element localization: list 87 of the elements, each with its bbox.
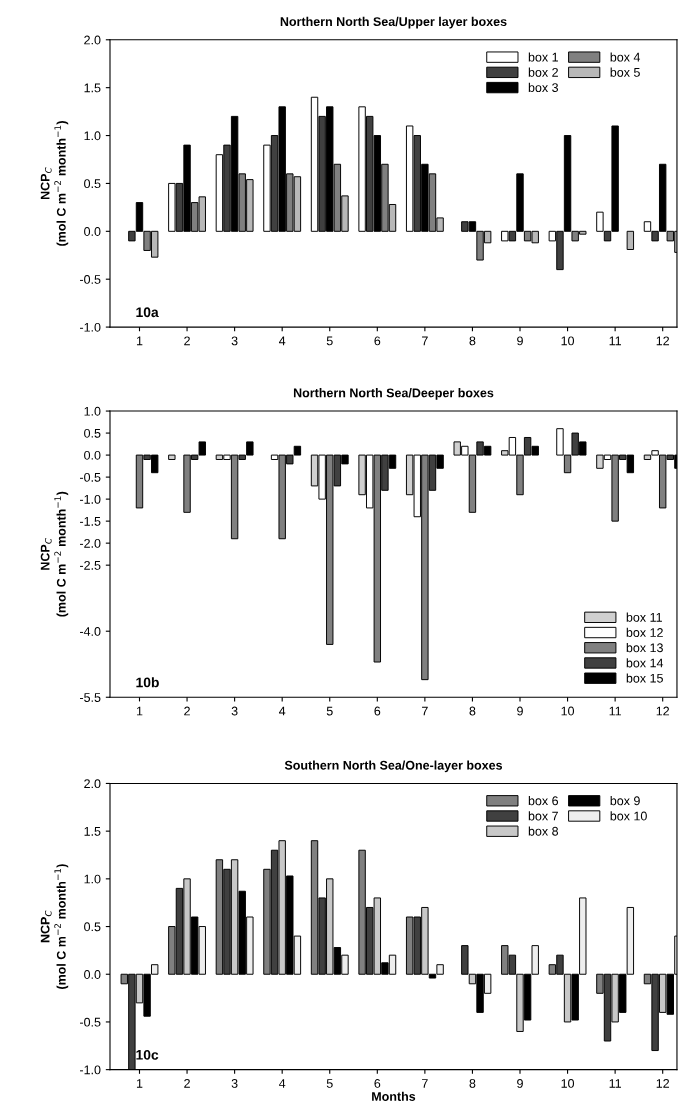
x-tick-label: 10 [561, 1079, 575, 1088]
x-tick-label: 9 [517, 336, 523, 346]
x-tick-label: 4 [278, 336, 286, 346]
y-tick-label: 2.0 [84, 35, 101, 45]
x-tick-label: 7 [422, 336, 428, 346]
y-tick-label: 0.0 [84, 450, 101, 460]
y-tick-label: 0.0 [84, 970, 101, 979]
y-tick-label: 1.0 [84, 406, 101, 416]
y-tick-label: -4.0 [79, 627, 101, 636]
x-tick-label: 2 [184, 336, 190, 346]
y-tick-label: -2.0 [79, 538, 101, 548]
legend-label: box 12 [626, 627, 663, 637]
y-tick-label: 0.5 [84, 428, 101, 438]
x-tick-label: 1 [136, 336, 143, 346]
annotation: 10c [136, 1049, 159, 1060]
legend-label: box 3 [528, 82, 559, 93]
annotation: 10b [136, 677, 159, 688]
x-tick-label: 9 [517, 1079, 523, 1088]
legend-label: box 9 [610, 796, 640, 806]
y-tick-label: 0.5 [84, 922, 101, 932]
y-tick-label: -1.0 [79, 322, 101, 332]
x-tick-label: 11 [609, 336, 622, 346]
x-tick-label: 11 [609, 1079, 622, 1088]
legend-label: box 8 [528, 826, 559, 836]
x-tick-label: 3 [231, 1079, 238, 1088]
x-tick-label: 4 [278, 1079, 286, 1088]
x-tick-label: 8 [469, 336, 476, 346]
y-tick-label: -5.5 [79, 693, 101, 702]
y-tick-label: -0.5 [79, 472, 101, 482]
x-tick-label: 2 [184, 1079, 190, 1088]
x-tick-label: 8 [469, 1079, 476, 1088]
y-tick-label: 0.5 [84, 179, 101, 189]
x-tick-label: 8 [469, 706, 476, 716]
legend-label: box 5 [610, 67, 640, 77]
chart-title: Northern North Sea/Upper layer boxes [280, 16, 507, 29]
text: NCP$_{C}$ (mol C m$^{−2}$ month$^{−1}$) [40, 864, 69, 989]
legend-label: box 10 [610, 811, 647, 821]
y-tick-label: 0.0 [84, 227, 101, 236]
legend-label: box 11 [626, 612, 662, 622]
y-tick-label: -0.5 [79, 1017, 101, 1027]
y-tick-label: -1.0 [79, 494, 101, 504]
y-tick-label: -2.5 [79, 560, 101, 570]
legend-label: box 7 [528, 811, 558, 821]
legend-label: box 14 [626, 658, 664, 668]
y-tick-label: 1.0 [84, 131, 101, 141]
x-tick-label: 12 [656, 706, 670, 716]
chart-title: Southern North Sea/One-layer boxes [284, 760, 503, 773]
x-tick-label: 10 [561, 706, 575, 716]
x-tick-label: 12 [656, 1079, 670, 1088]
y-tick-label: -1.5 [79, 517, 101, 526]
legend-label: box 13 [626, 643, 663, 653]
x-tick-label: 6 [374, 1079, 381, 1088]
bar [168, 454, 176, 460]
legend-label: box 15 [626, 673, 663, 683]
x-tick-label: 5 [326, 1079, 333, 1088]
bar [626, 230, 635, 250]
chart-title: Northern North Sea/Deeper boxes [293, 388, 494, 400]
x-tick-label: 1 [136, 706, 143, 716]
x-tick-label: 10 [561, 336, 575, 346]
x-tick-label: 5 [326, 706, 333, 716]
legend-label: box 4 [610, 52, 641, 62]
y-tick-label: -0.5 [79, 275, 101, 284]
y-tick-label: 1.5 [84, 827, 101, 836]
legend-label: box 1 [528, 52, 558, 62]
y-tick-label: 2.0 [84, 779, 101, 789]
y-tick-label: 1.0 [84, 874, 101, 884]
legend-label: box 2 [528, 67, 558, 77]
x-tick-label: 6 [374, 336, 381, 346]
x-tick-label: 12 [656, 336, 670, 346]
y-tick-label: -1.0 [79, 1065, 101, 1075]
annotation: 10a [136, 307, 159, 318]
x-tick-label: 4 [278, 706, 286, 716]
x-axis-title: Months [372, 1091, 416, 1101]
y-tick-label: 1.5 [84, 83, 101, 93]
x-tick-label: 1 [136, 1079, 143, 1088]
text: NCP$_{C}$ (mol C m$^{−2}$ month$^{−1}$) [40, 491, 69, 617]
x-tick-label: 9 [517, 706, 523, 716]
x-tick-label: 3 [231, 706, 238, 716]
x-tick-label: 11 [609, 706, 622, 716]
x-tick-label: 7 [422, 706, 428, 716]
x-tick-label: 2 [184, 706, 190, 716]
text: NCP$_{C}$ (mol C m$^{−2}$ month$^{−1}$) [40, 121, 69, 246]
x-tick-label: 7 [422, 1079, 428, 1088]
x-tick-label: 3 [231, 336, 238, 346]
x-tick-label: 5 [326, 336, 333, 346]
x-tick-label: 6 [374, 706, 381, 716]
legend-label: box 6 [528, 796, 559, 806]
